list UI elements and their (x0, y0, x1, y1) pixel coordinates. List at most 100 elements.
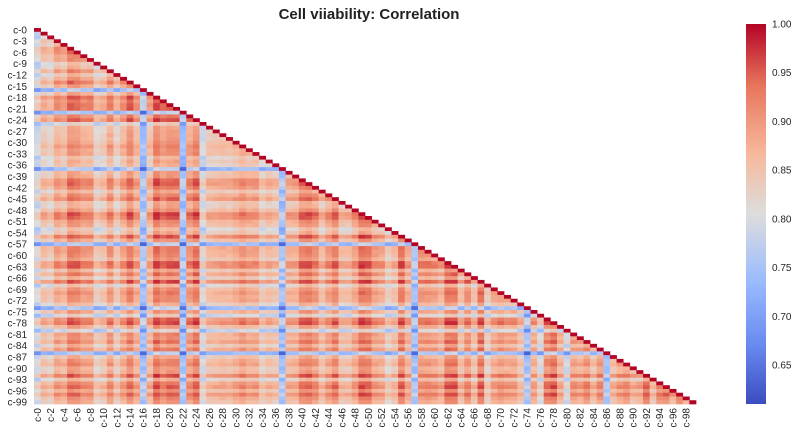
heatmap-cell (543, 366, 551, 371)
heatmap-cell (186, 253, 194, 258)
heatmap-cell (40, 388, 48, 394)
heatmap-cell (431, 347, 439, 352)
heatmap-cell (259, 204, 267, 209)
heatmap-cell (219, 287, 227, 292)
heatmap-cell (225, 370, 233, 375)
heatmap-cell (166, 178, 174, 183)
heatmap-cell (351, 310, 359, 315)
heatmap-cell (318, 388, 326, 394)
heatmap-cell (192, 381, 200, 386)
heatmap-cell (166, 279, 174, 285)
heatmap-cell (365, 317, 372, 322)
heatmap-cell (179, 381, 187, 386)
heatmap-cell (47, 99, 55, 104)
heatmap-cell (206, 310, 214, 315)
heatmap-cell (199, 133, 207, 138)
heatmap-cell (285, 208, 293, 213)
heatmap-cell (292, 185, 300, 191)
heatmap-cell (126, 242, 134, 247)
heatmap-cell (120, 163, 128, 168)
heatmap-cell (86, 377, 94, 382)
heatmap-cell (510, 340, 518, 345)
heatmap-cell (225, 385, 233, 390)
heatmap-cell (570, 336, 578, 341)
heatmap-cell (225, 144, 233, 149)
heatmap-cell (34, 140, 41, 145)
heatmap-cell (451, 358, 459, 363)
heatmap-cell (239, 362, 247, 367)
heatmap-cell (126, 358, 134, 363)
heatmap-cell (86, 257, 94, 262)
heatmap-cell (93, 65, 101, 70)
heatmap-cell (583, 385, 591, 390)
heatmap-cell (338, 238, 346, 243)
heatmap-cell (60, 95, 68, 100)
heatmap-cell (139, 103, 147, 108)
heatmap-cell (259, 355, 267, 360)
heatmap-cell (285, 234, 293, 239)
heatmap-cell (365, 249, 372, 254)
heatmap-cell (113, 159, 121, 164)
heatmap-cell (179, 118, 187, 123)
heatmap-cell (285, 328, 293, 333)
heatmap-cell (106, 313, 114, 318)
heatmap-cell (120, 287, 128, 292)
heatmap-cell (457, 302, 465, 307)
heatmap-cell (173, 193, 180, 198)
heatmap-cell (378, 264, 386, 269)
heatmap-cell (40, 355, 48, 360)
heatmap-cell (570, 362, 578, 367)
heatmap-cell (417, 351, 425, 356)
heatmap-cell (166, 242, 174, 247)
heatmap-cell (490, 385, 498, 390)
heatmap-cell (80, 178, 88, 183)
heatmap-cell (305, 264, 313, 269)
heatmap-cell (517, 343, 525, 348)
heatmap-cell (245, 234, 253, 239)
heatmap-cell (53, 216, 61, 221)
heatmap-cell (199, 122, 207, 127)
heatmap-cell (120, 246, 128, 251)
heatmap-cell (272, 302, 280, 307)
heatmap-cell (563, 358, 571, 363)
heatmap-cell (305, 294, 313, 300)
heatmap-cell (404, 362, 412, 367)
heatmap-cell (73, 159, 81, 164)
heatmap-cell (100, 340, 108, 345)
heatmap-cell (464, 388, 472, 394)
heatmap-cell (212, 148, 220, 153)
heatmap-cell (590, 381, 598, 386)
heatmap-cell (616, 377, 624, 382)
heatmap-cell (34, 242, 41, 247)
heatmap-cell (431, 268, 439, 273)
heatmap-cell (285, 385, 293, 390)
heatmap-cell (265, 234, 273, 239)
heatmap-cell (232, 170, 240, 175)
heatmap-cell (53, 99, 61, 104)
heatmap-cell (206, 325, 214, 330)
heatmap-cell (331, 276, 339, 281)
heatmap-cell (252, 385, 260, 390)
heatmap-cell (100, 291, 108, 296)
heatmap-cell (166, 268, 174, 273)
heatmap-cell (278, 298, 286, 303)
heatmap-cell (212, 212, 220, 217)
heatmap-cell (219, 336, 227, 341)
heatmap-cell (60, 351, 68, 356)
heatmap-cell (146, 249, 154, 254)
heatmap-cell (285, 317, 293, 322)
heatmap-cell (47, 185, 55, 191)
heatmap-cell (133, 272, 141, 277)
heatmap-cell (113, 114, 121, 119)
heatmap-cell (636, 373, 644, 379)
heatmap-cell (318, 294, 326, 300)
heatmap-cell (305, 219, 313, 224)
heatmap-cell (159, 234, 167, 239)
heatmap-cell (318, 212, 326, 217)
heatmap-cell (424, 377, 432, 382)
heatmap-cell (86, 388, 94, 394)
heatmap-cell (113, 129, 121, 134)
heatmap-cell (232, 167, 240, 172)
heatmap-cell (232, 257, 240, 262)
heatmap-cell (106, 276, 114, 281)
